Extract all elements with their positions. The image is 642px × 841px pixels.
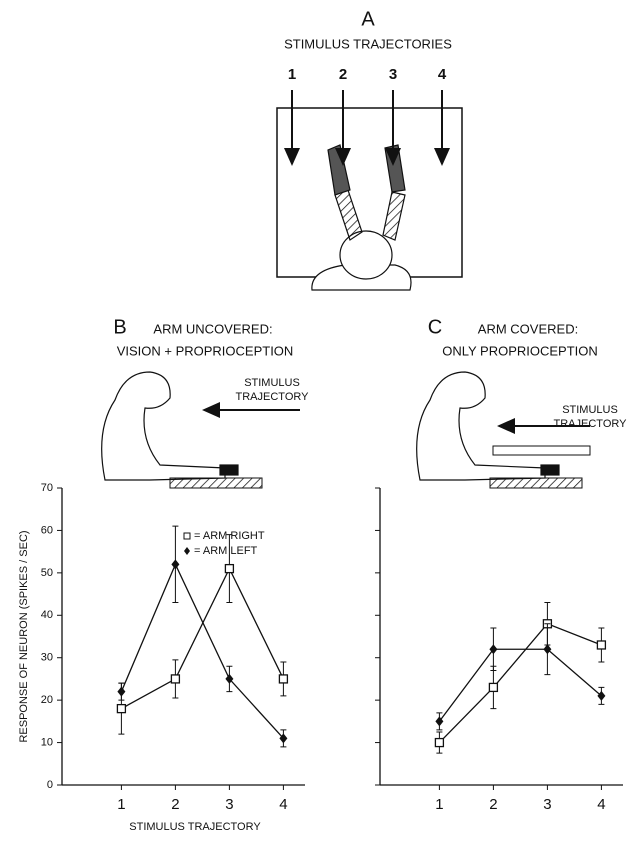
charts: B ARM UNCOVERED: VISION + PROPRIOCEPTION ST…: [18, 316, 627, 833]
x-tick-label: 4: [279, 796, 287, 813]
x-tick-label: 2: [489, 796, 497, 813]
point: [434, 737, 445, 748]
legend-symbol: [184, 547, 190, 555]
point: [279, 733, 288, 744]
point: [224, 563, 235, 574]
legend-label: = ARM LEFT: [194, 545, 258, 557]
point: [225, 673, 234, 684]
table: [169, 477, 263, 489]
point: [117, 686, 126, 697]
stimulus-label: TRAJECTORY: [554, 418, 628, 430]
panel-letter: B: [113, 316, 126, 338]
x-axis-label: STIMULUS TRAJECTORY: [129, 821, 261, 833]
trajectory-arrows: 1 2 3 4: [284, 66, 450, 166]
x-tick-label: 2: [171, 796, 179, 813]
stimulus-label: STIMULUS: [562, 404, 618, 416]
point: [543, 644, 552, 655]
panel-title: ARM UNCOVERED:: [153, 321, 272, 336]
stimulus-label: STIMULUS: [244, 377, 300, 389]
stimulus-label: TRAJECTORY: [236, 391, 310, 403]
point: [435, 716, 444, 727]
point: [116, 703, 127, 714]
y-tick-label: 0: [47, 779, 53, 791]
x-tick-label: 3: [543, 796, 551, 813]
trajectory-number: 4: [438, 66, 447, 83]
point: [597, 690, 606, 701]
series-line: [438, 648, 602, 722]
subject-illustration: [311, 144, 412, 291]
trajectory-number: 1: [288, 66, 296, 83]
point: [170, 674, 181, 684]
y-tick-label: 60: [41, 524, 53, 536]
monkey-illustration: [101, 371, 560, 481]
panel-letter: A: [361, 8, 375, 30]
table: [489, 477, 583, 489]
panel-title: ONLY PROPRIOCEPTION: [442, 343, 598, 358]
x-tick-label: 1: [435, 796, 443, 813]
x-tick-label: 3: [225, 796, 233, 813]
panel-title: STIMULUS TRAJECTORIES: [284, 36, 452, 51]
y-tick-label: 70: [41, 482, 53, 494]
series-line: [120, 562, 284, 739]
point: [488, 682, 499, 693]
trajectory-number: 2: [339, 66, 347, 83]
series-line: [121, 567, 284, 710]
y-tick-label: 30: [41, 652, 53, 664]
legend-symbol: [183, 532, 191, 540]
panel-letter: C: [428, 316, 442, 338]
legend-label: = ARM RIGHT: [194, 530, 265, 542]
point: [596, 640, 607, 650]
chart-panel: B ARM UNCOVERED: VISION + PROPRIOCEPTION ST…: [18, 316, 309, 833]
y-tick-label: 50: [41, 567, 53, 579]
panel-title: ARM COVERED:: [478, 321, 578, 336]
chart-panel: C ARM COVERED: ONLY PROPRIOCEPTION STIMULUS…: [375, 316, 627, 813]
x-tick-label: 1: [117, 796, 125, 813]
point: [278, 674, 289, 684]
point: [171, 559, 180, 570]
arm-cover: [492, 445, 591, 456]
y-tick-label: 10: [41, 736, 53, 748]
x-tick-label: 4: [597, 796, 605, 813]
point: [489, 644, 498, 655]
y-axis-label: RESPONSE OF NEURON (SPIKES / SEC): [18, 530, 30, 742]
y-tick-label: 20: [41, 694, 53, 706]
y-tick-label: 40: [41, 609, 53, 621]
trajectory-number: 3: [389, 66, 397, 83]
panel-title: VISION + PROPRIOCEPTION: [117, 343, 294, 358]
series-line: [438, 622, 602, 744]
